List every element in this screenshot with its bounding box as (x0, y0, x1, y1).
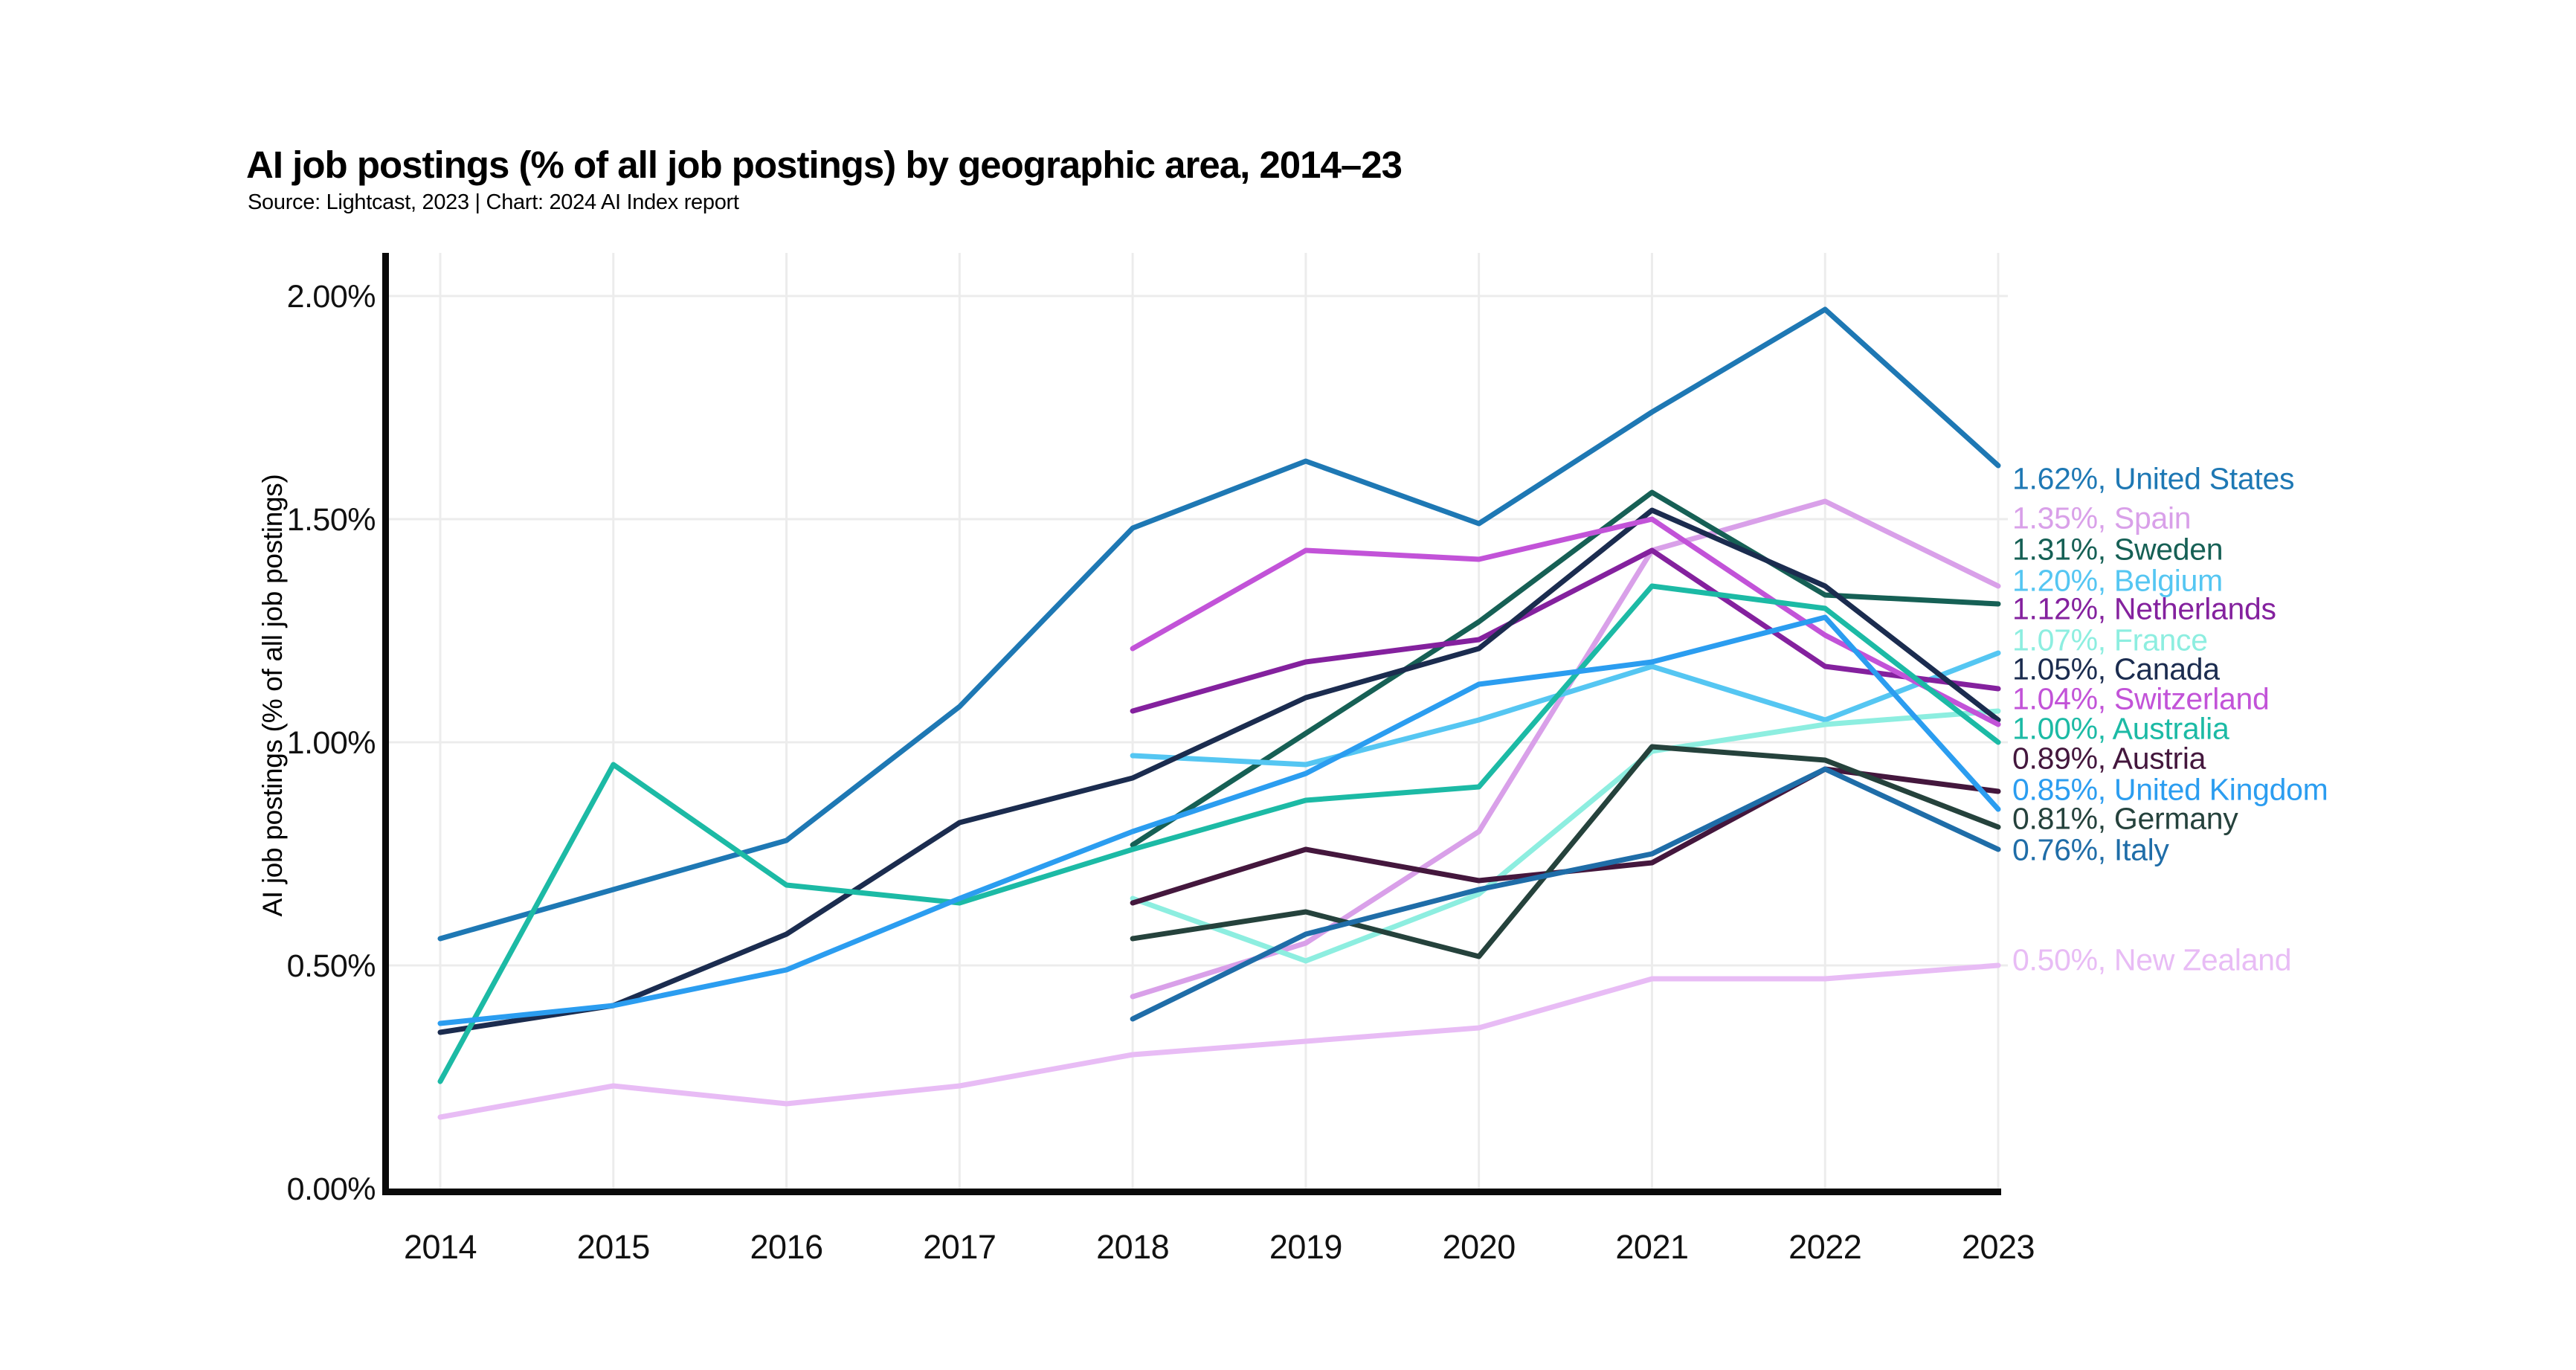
y-tick-label-2.00%: 2.00% (287, 279, 376, 315)
series-line-canada (437, 507, 2001, 1035)
x-tick-label-2023: 2023 (1962, 1228, 2035, 1266)
legend-label-france: 1.07%, France (2012, 623, 2208, 657)
legend-label-spain: 1.35%, Spain (2012, 501, 2191, 535)
series-line-australia (437, 583, 2001, 1084)
x-tick-label-2014: 2014 (404, 1228, 477, 1266)
x-tick-label-2016: 2016 (750, 1228, 823, 1266)
legend-label-new-zealand: 0.50%, New Zealand (2012, 942, 2291, 977)
legend-label-italy: 0.76%, Italy (2012, 832, 2169, 866)
y-tick-label-1.50%: 1.50% (287, 502, 376, 538)
x-tick-label-2022: 2022 (1788, 1228, 1861, 1266)
x-tick-label-2021: 2021 (1615, 1228, 1688, 1266)
x-tick-label-2020: 2020 (1443, 1228, 1516, 1266)
y-tick-label-0.50%: 0.50% (287, 948, 376, 984)
series-line-germany (1130, 744, 2001, 959)
legend-label-australia: 1.00%, Australia (2012, 711, 2229, 745)
x-axis-spine (382, 1189, 2001, 1195)
x-tick-label-2019: 2019 (1269, 1228, 1342, 1266)
series-line-united-kingdom (437, 614, 2001, 1026)
legend-label-germany: 0.81%, Germany (2012, 801, 2238, 835)
legend-label-united-kingdom: 0.85%, United Kingdom (2012, 772, 2328, 806)
series-line-france (1130, 708, 2001, 964)
y-tick-label-0.00%: 0.00% (287, 1171, 376, 1207)
legend-label-united-states: 1.62%, United States (2012, 461, 2294, 495)
legend-label-sweden: 1.31%, Sweden (2012, 532, 2223, 566)
series-line-sweden (1130, 489, 2001, 848)
chart-subtitle: Source: Lightcast, 2023 | Chart: 2024 AI… (248, 190, 739, 214)
legend-label-austria: 0.89%, Austria (2012, 741, 2206, 775)
x-tick-label-2015: 2015 (577, 1228, 650, 1266)
series-line-united-states (437, 306, 2001, 942)
series-line-belgium (1130, 650, 2001, 768)
series-line-new-zealand (437, 962, 2001, 1120)
x-tick-label-2018: 2018 (1096, 1228, 1169, 1266)
y-tick-label-1.00%: 1.00% (287, 725, 376, 761)
legend-label-canada: 1.05%, Canada (2012, 652, 2220, 686)
legend-label-netherlands: 1.12%, Netherlands (2012, 591, 2276, 625)
chart-title: AI job postings (% of all job postings) … (246, 144, 1403, 186)
x-tick-label-2017: 2017 (923, 1228, 996, 1266)
series-line-italy (1130, 766, 2001, 1022)
y-axis-spine (382, 253, 389, 1195)
legend-label-belgium: 1.20%, Belgium (2012, 563, 2223, 597)
series-line-netherlands (1130, 547, 2001, 714)
legend-label-switzerland: 1.04%, Switzerland (2012, 681, 2270, 715)
